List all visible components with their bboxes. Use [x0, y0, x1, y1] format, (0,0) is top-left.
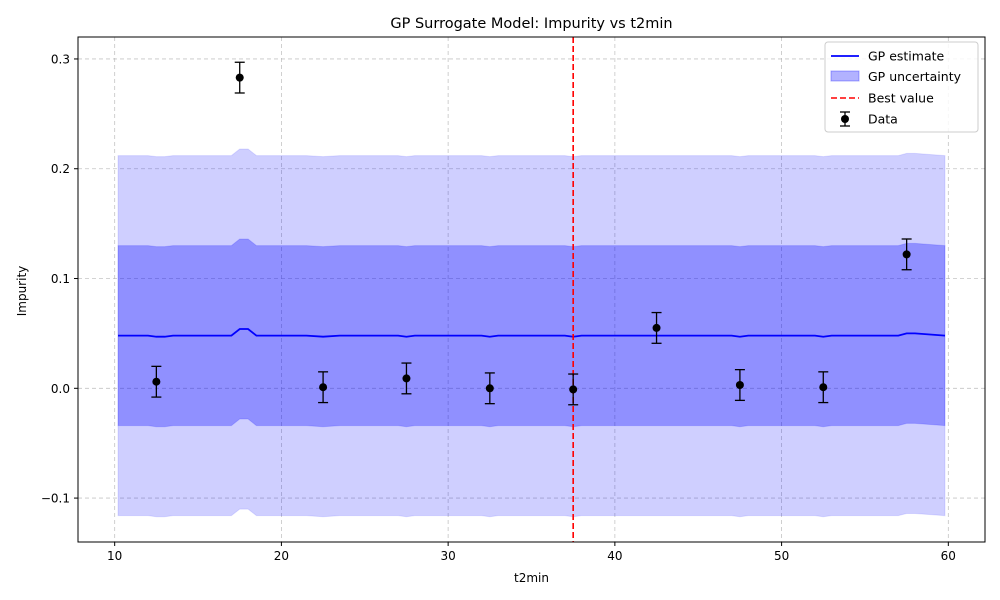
data-marker: [485, 384, 494, 393]
data-point: [901, 238, 912, 271]
x-tick-label: 50: [774, 549, 789, 563]
x-axis-label: t2min: [514, 571, 549, 585]
legend-gp-uncertainty-swatch: [830, 70, 860, 82]
gp-uncertainty-inner-band: [117, 238, 946, 428]
y-tick-label: 0.2: [51, 162, 70, 176]
data-point: [318, 371, 329, 404]
legend-box: [824, 41, 979, 133]
data-point: [568, 373, 579, 406]
y-tick-label: −0.1: [41, 492, 70, 506]
chart-title: GP Surrogate Model: Impurity vs t2min: [390, 16, 672, 32]
data-marker: [235, 73, 244, 82]
data-points-layer: [151, 61, 912, 406]
data-marker: [569, 385, 578, 394]
x-tick-label: 10: [107, 549, 122, 563]
data-marker: [735, 381, 744, 390]
y-tick-label: 0.0: [51, 382, 70, 396]
data-point: [401, 362, 412, 395]
legend-gp-estimate-label: GP estimate: [868, 49, 945, 64]
legend-best-value-label: Best value: [868, 91, 934, 106]
x-tick-label: 60: [941, 549, 956, 563]
y-axis-ticks: −0.1 0.0 0.1 0.2 0.3: [41, 52, 78, 506]
y-tick-label: 0.3: [51, 52, 70, 66]
data-marker: [152, 377, 161, 386]
legend-data-swatch: [840, 111, 850, 127]
x-tick-label: 30: [440, 549, 455, 563]
data-point: [818, 371, 829, 404]
data-marker: [652, 323, 661, 332]
data-point: [651, 311, 662, 344]
gp-uncertainty-outer-band: [117, 148, 946, 518]
data-point: [234, 61, 245, 94]
x-tick-label: 20: [274, 549, 289, 563]
plot-frame: [77, 36, 986, 543]
data-point: [734, 368, 745, 402]
gp-estimate-line: [118, 328, 946, 338]
data-marker: [319, 383, 328, 392]
legend: GP estimate GP uncertainty Best value Da…: [824, 41, 979, 133]
x-axis-ticks: 10 20 30 40 50 60: [107, 542, 956, 563]
data-marker: [402, 374, 411, 383]
x-tick-label: 40: [607, 549, 622, 563]
gp-uncertainty-bands: [117, 148, 946, 518]
data-marker: [819, 383, 828, 392]
grid: [78, 37, 985, 542]
legend-gp-uncertainty-label: GP uncertainty: [868, 69, 962, 84]
legend-data-label: Data: [868, 112, 898, 127]
data-point: [484, 372, 495, 405]
y-tick-label: 0.1: [51, 272, 70, 286]
gp-estimate-layer: [118, 328, 946, 338]
data-point: [151, 365, 162, 398]
y-axis-label: Impurity: [15, 266, 29, 317]
data-marker: [902, 250, 911, 259]
